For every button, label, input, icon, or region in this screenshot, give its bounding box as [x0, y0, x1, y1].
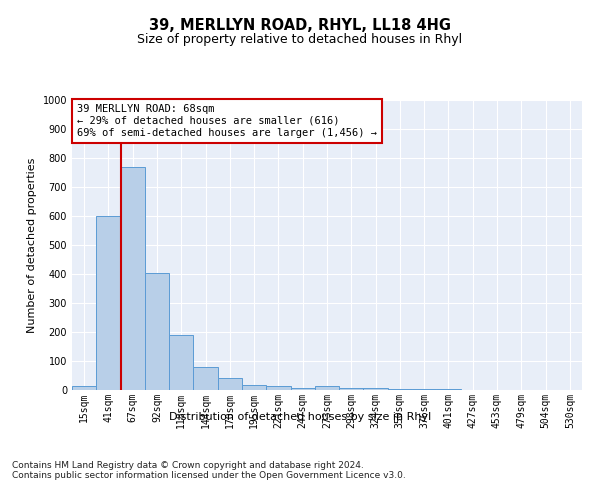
- Bar: [96, 216, 121, 390]
- Y-axis label: Number of detached properties: Number of detached properties: [27, 158, 37, 332]
- Bar: [364, 388, 388, 390]
- Bar: [412, 389, 436, 390]
- Bar: [121, 166, 145, 390]
- Bar: [242, 385, 266, 390]
- Bar: [290, 388, 315, 390]
- Bar: [266, 386, 290, 390]
- Text: 39 MERLLYN ROAD: 68sqm
← 29% of detached houses are smaller (616)
69% of semi-de: 39 MERLLYN ROAD: 68sqm ← 29% of detached…: [77, 104, 377, 138]
- Bar: [315, 386, 339, 390]
- Text: 39, MERLLYN ROAD, RHYL, LL18 4HG: 39, MERLLYN ROAD, RHYL, LL18 4HG: [149, 18, 451, 32]
- Text: Distribution of detached houses by size in Rhyl: Distribution of detached houses by size …: [169, 412, 431, 422]
- Text: Contains HM Land Registry data © Crown copyright and database right 2024.
Contai: Contains HM Land Registry data © Crown c…: [12, 460, 406, 480]
- Text: Size of property relative to detached houses in Rhyl: Size of property relative to detached ho…: [137, 32, 463, 46]
- Bar: [145, 272, 169, 390]
- Bar: [388, 389, 412, 390]
- Bar: [218, 378, 242, 390]
- Bar: [72, 386, 96, 390]
- Bar: [169, 335, 193, 390]
- Bar: [339, 388, 364, 390]
- Bar: [193, 368, 218, 390]
